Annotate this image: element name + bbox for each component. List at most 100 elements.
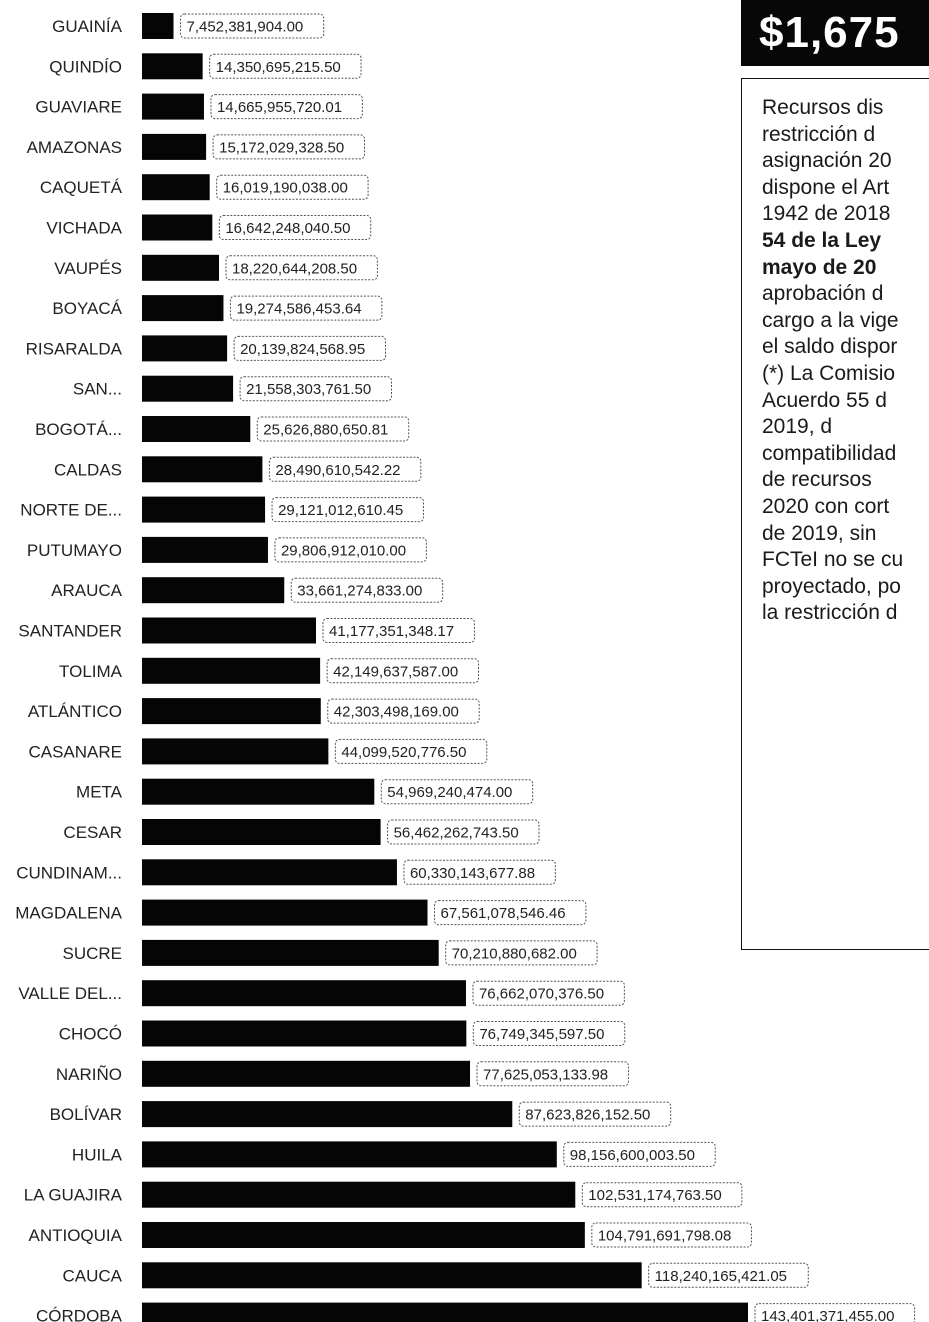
- bar: [142, 939, 439, 966]
- category-label: CUNDINAM...: [16, 863, 122, 882]
- category-label: PUTUMAYO: [27, 541, 122, 560]
- category-label: NARIÑO: [56, 1065, 122, 1084]
- data-label: 14,665,955,720.01: [217, 99, 342, 116]
- data-label: 16,019,190,038.00: [223, 180, 348, 197]
- bar-row: GUAVIARE 14,665,955,720.01: [35, 93, 363, 120]
- data-label-box: [591, 1222, 752, 1248]
- bar: [142, 859, 397, 886]
- bar: [142, 738, 329, 765]
- bar-row: META 54,969,240,474.00: [76, 778, 534, 805]
- data-label: 67,561,078,546.46: [441, 905, 566, 922]
- category-label: MAGDALENA: [15, 904, 122, 923]
- bar: [142, 577, 285, 604]
- bar: [142, 416, 251, 442]
- bar: [142, 1262, 642, 1289]
- bar: [142, 335, 228, 362]
- data-label: 60,330,143,677.88: [410, 865, 535, 882]
- data-label-box: [434, 900, 587, 926]
- bar: [142, 536, 268, 563]
- bar-row: ARAUCA 33,661,274,833.00: [51, 577, 444, 604]
- data-label-box: [225, 255, 378, 281]
- bar: [142, 657, 321, 684]
- data-label: 25,626,880,650.81: [263, 422, 388, 439]
- category-label: NORTE DE...: [20, 501, 122, 520]
- bar: [142, 133, 207, 160]
- data-label: 20,139,824,568.95: [240, 341, 365, 358]
- data-label: 41,177,351,348.17: [329, 623, 454, 640]
- total-amount-box: $1,675: [741, 0, 929, 66]
- bar: [142, 1181, 576, 1208]
- bar: [142, 1020, 467, 1047]
- bar: [142, 93, 204, 120]
- bar: [142, 13, 174, 39]
- bar-row: CUNDINAM... 60,330,143,677.88: [16, 859, 556, 886]
- bar: [142, 254, 219, 281]
- data-label-box: [179, 13, 325, 39]
- data-label: 42,303,498,169.00: [334, 704, 459, 721]
- data-label: 19,274,586,453.64: [236, 301, 361, 318]
- data-label: 56,462,262,743.50: [394, 825, 519, 842]
- data-label-box: [445, 940, 598, 966]
- bar: [142, 496, 266, 523]
- note-line: (*) La Comisio: [762, 361, 896, 385]
- note-line: cargo a la vige: [762, 308, 899, 332]
- data-label-box: [387, 819, 540, 845]
- data-label-box: [210, 94, 363, 120]
- bar-row: BOLÍVAR 87,623,826,152.50: [50, 1101, 672, 1128]
- bar-row: VICHADA 16,642,248,040.50: [46, 214, 372, 241]
- bar-row: PUTUMAYO 29,806,912,010.00: [27, 536, 427, 563]
- category-label: AMAZONAS: [27, 138, 122, 157]
- bar: [142, 778, 375, 805]
- bar-row: VALLE DEL... 76,662,070,376.50: [18, 980, 625, 1007]
- data-label-box: [326, 658, 480, 684]
- bar-row: BOYACÁ 19,274,586,453.64: [52, 295, 383, 322]
- bar: [142, 1101, 513, 1128]
- note-line: mayo de 20: [762, 255, 877, 279]
- category-label: ARAUCA: [51, 581, 123, 600]
- note-line: FCTeI no se cu: [762, 548, 904, 572]
- bar: [142, 295, 224, 322]
- data-label-box: [322, 618, 475, 643]
- data-label: 118,240,165,421.05: [655, 1268, 787, 1285]
- category-label: SUCRE: [62, 944, 122, 963]
- note-line: aprobación d: [762, 282, 884, 306]
- category-label: BOLÍVAR: [50, 1105, 122, 1124]
- data-label: 18,220,644,208.50: [232, 260, 357, 277]
- data-label: 76,749,345,597.50: [479, 1026, 604, 1043]
- bar: [142, 980, 466, 1007]
- data-label: 44,099,520,776.50: [341, 744, 466, 761]
- data-label: 70,210,880,682.00: [452, 945, 577, 962]
- data-label: 98,156,600,003.50: [570, 1147, 695, 1164]
- category-label: QUINDÍO: [49, 57, 122, 76]
- data-label-box: [274, 537, 427, 563]
- data-label-box: [380, 779, 534, 805]
- category-label: ANTIOQUIA: [28, 1226, 122, 1245]
- data-label-box: [563, 1141, 716, 1167]
- data-label: 29,806,912,010.00: [281, 542, 406, 559]
- note-line: el saldo dispor: [762, 335, 898, 359]
- category-label: VICHADA: [46, 219, 122, 238]
- note-line: proyectado, po: [762, 574, 901, 598]
- category-label: GUAINÍA: [52, 17, 123, 36]
- note-line: 1942 de 2018: [762, 202, 891, 226]
- data-label-box: [518, 1101, 672, 1127]
- data-label: 21,558,303,761.50: [246, 381, 371, 398]
- bar-row: VAUPÉS 18,220,644,208.50: [54, 254, 378, 281]
- category-label: SAN...: [73, 380, 122, 399]
- bar-row: SANTANDER 41,177,351,348.17: [18, 617, 475, 644]
- category-label: CASANARE: [28, 742, 122, 761]
- bar-row: QUINDÍO 14,350,695,215.50: [49, 53, 362, 80]
- bar-row: HUILA 98,156,600,003.50: [72, 1141, 716, 1168]
- bar-row: CASANARE 44,099,520,776.50: [28, 738, 488, 765]
- bar-row: CÓRDOBA 143,401,371,455.00: [36, 1302, 916, 1322]
- category-label: GUAVIARE: [35, 98, 122, 117]
- data-label-box: [403, 859, 556, 885]
- category-label: META: [76, 783, 123, 802]
- data-label-box: [581, 1182, 743, 1208]
- note-line: la restricción d: [762, 601, 898, 625]
- bar-row: NARIÑO 77,625,053,133.98: [56, 1060, 629, 1087]
- data-label: 54,969,240,474.00: [387, 784, 512, 801]
- data-label-box: [218, 215, 372, 240]
- bar-row: ATLÁNTICO 42,303,498,169.00: [28, 698, 480, 725]
